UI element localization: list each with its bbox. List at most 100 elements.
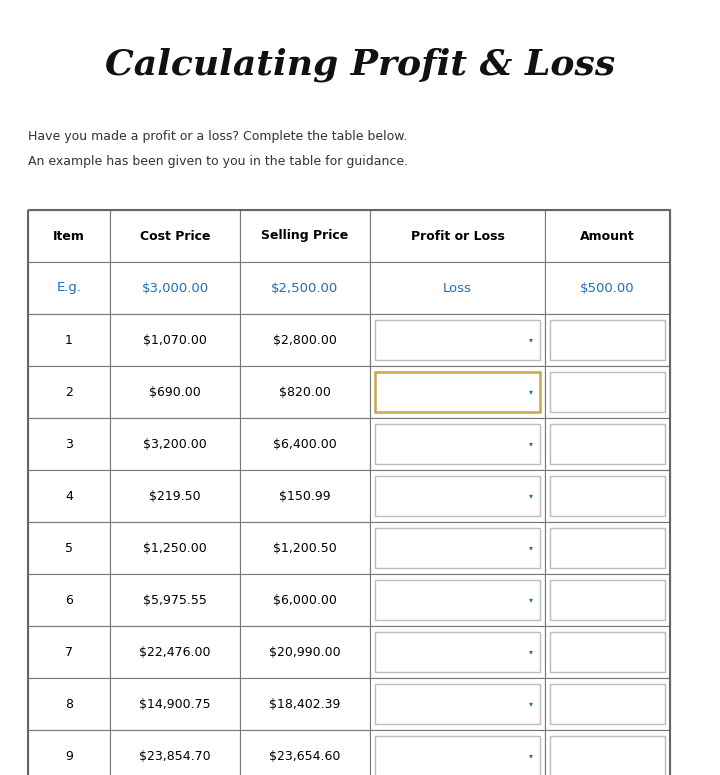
Text: Profit or Loss: Profit or Loss xyxy=(410,229,505,243)
Text: Selling Price: Selling Price xyxy=(261,229,348,243)
Bar xyxy=(110,418,240,470)
Text: $1,250.00: $1,250.00 xyxy=(143,542,207,554)
Text: 9: 9 xyxy=(65,749,73,763)
Bar xyxy=(370,210,545,262)
Text: ▾: ▾ xyxy=(529,388,533,397)
Text: Item: Item xyxy=(53,229,85,243)
Text: $3,000.00: $3,000.00 xyxy=(141,281,209,294)
Bar xyxy=(550,632,665,672)
Bar xyxy=(240,574,370,626)
Text: $5,975.55: $5,975.55 xyxy=(143,594,207,607)
Bar xyxy=(110,626,240,678)
Text: $14,900.75: $14,900.75 xyxy=(139,698,211,711)
Bar xyxy=(545,418,670,470)
Bar xyxy=(370,314,545,366)
Bar xyxy=(550,528,665,568)
Bar xyxy=(375,528,540,568)
Bar xyxy=(545,574,670,626)
Text: 5: 5 xyxy=(65,542,73,554)
Bar xyxy=(545,366,670,418)
Text: $150.99: $150.99 xyxy=(279,490,330,502)
Bar xyxy=(28,366,110,418)
Bar xyxy=(545,210,670,262)
Bar xyxy=(28,210,670,775)
Bar xyxy=(375,372,540,412)
Bar xyxy=(28,522,110,574)
Text: Calculating Profit & Loss: Calculating Profit & Loss xyxy=(105,48,615,82)
Text: ▾: ▾ xyxy=(529,491,533,501)
Bar xyxy=(28,678,110,730)
Text: ▾: ▾ xyxy=(529,595,533,604)
Bar xyxy=(375,476,540,516)
Bar xyxy=(110,262,240,314)
Bar xyxy=(550,684,665,724)
Bar xyxy=(240,730,370,775)
Text: $690.00: $690.00 xyxy=(149,385,201,398)
Bar xyxy=(110,314,240,366)
Text: $500.00: $500.00 xyxy=(580,281,635,294)
Text: 2: 2 xyxy=(65,385,73,398)
Bar xyxy=(110,730,240,775)
Text: ▾: ▾ xyxy=(529,752,533,760)
Bar xyxy=(370,730,545,775)
Bar xyxy=(370,626,545,678)
Bar xyxy=(370,678,545,730)
Bar xyxy=(370,522,545,574)
Bar xyxy=(370,574,545,626)
Bar xyxy=(545,678,670,730)
Text: 8: 8 xyxy=(65,698,73,711)
Text: $23,654.60: $23,654.60 xyxy=(269,749,341,763)
Bar xyxy=(370,470,545,522)
Text: $3,200.00: $3,200.00 xyxy=(143,438,207,450)
Bar xyxy=(240,522,370,574)
Bar xyxy=(370,262,545,314)
Bar xyxy=(28,314,110,366)
Text: $1,070.00: $1,070.00 xyxy=(143,333,207,346)
Bar xyxy=(110,678,240,730)
Bar xyxy=(240,366,370,418)
Text: ▾: ▾ xyxy=(529,336,533,345)
Text: Loss: Loss xyxy=(443,281,472,294)
Bar xyxy=(240,314,370,366)
Text: $2,800.00: $2,800.00 xyxy=(273,333,337,346)
Bar xyxy=(375,736,540,775)
Bar xyxy=(28,626,110,678)
Bar xyxy=(110,574,240,626)
Text: 7: 7 xyxy=(65,646,73,659)
Bar xyxy=(545,262,670,314)
Text: $6,000.00: $6,000.00 xyxy=(273,594,337,607)
Bar xyxy=(375,320,540,360)
Text: ▾: ▾ xyxy=(529,439,533,449)
Text: 4: 4 xyxy=(65,490,73,502)
Bar xyxy=(28,262,110,314)
Bar xyxy=(370,418,545,470)
Bar xyxy=(110,366,240,418)
Bar xyxy=(240,678,370,730)
Bar xyxy=(375,632,540,672)
Bar xyxy=(240,626,370,678)
Text: 3: 3 xyxy=(65,438,73,450)
Text: $20,990.00: $20,990.00 xyxy=(269,646,341,659)
Text: $18,402.39: $18,402.39 xyxy=(269,698,341,711)
Bar xyxy=(28,730,110,775)
Bar xyxy=(110,522,240,574)
Text: Have you made a profit or a loss? Complete the table below.: Have you made a profit or a loss? Comple… xyxy=(28,130,408,143)
Bar xyxy=(28,574,110,626)
Text: $1,200.50: $1,200.50 xyxy=(273,542,337,554)
Text: 1: 1 xyxy=(65,333,73,346)
Bar xyxy=(545,314,670,366)
Bar xyxy=(28,418,110,470)
Bar xyxy=(550,320,665,360)
Bar xyxy=(370,366,545,418)
Bar xyxy=(545,730,670,775)
Bar xyxy=(110,470,240,522)
Bar xyxy=(375,684,540,724)
Bar xyxy=(240,210,370,262)
Text: An example has been given to you in the table for guidance.: An example has been given to you in the … xyxy=(28,155,408,168)
Text: $22,476.00: $22,476.00 xyxy=(139,646,211,659)
Text: ▾: ▾ xyxy=(529,647,533,656)
Text: $820.00: $820.00 xyxy=(279,385,331,398)
Text: ▾: ▾ xyxy=(529,700,533,708)
Text: Cost Price: Cost Price xyxy=(140,229,210,243)
Text: $219.50: $219.50 xyxy=(149,490,201,502)
